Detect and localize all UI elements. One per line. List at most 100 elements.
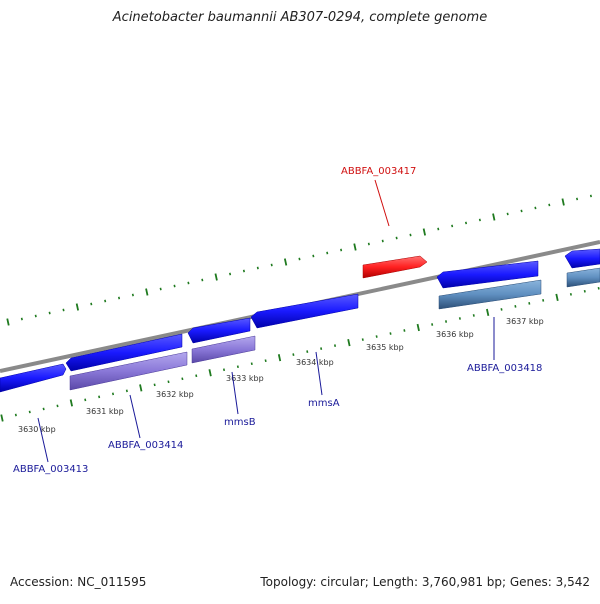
- minor-tick: [222, 368, 226, 372]
- minor-tick: [48, 311, 51, 315]
- scale-tick-label: 3630 kbp: [18, 425, 56, 434]
- scale-tick-label: 3631 kbp: [86, 407, 124, 416]
- major-tick: [486, 308, 490, 317]
- minor-tick: [326, 251, 329, 255]
- major-tick: [69, 399, 74, 407]
- minor-tick: [520, 209, 523, 213]
- minor-tick: [90, 302, 93, 306]
- minor-tick: [264, 359, 267, 363]
- minor-tick: [472, 314, 475, 317]
- gene-arrow[interactable]: [436, 260, 539, 289]
- minor-tick: [320, 347, 323, 350]
- forward-strand-genes: [0, 248, 600, 393]
- major-tick: [208, 369, 212, 377]
- minor-tick: [403, 329, 406, 332]
- major-tick: [6, 318, 10, 326]
- minor-tick: [117, 296, 121, 300]
- minor-tick: [62, 308, 65, 312]
- minor-tick: [361, 338, 364, 341]
- gene-label-leaders: [37, 179, 495, 463]
- leader-line: [129, 394, 141, 439]
- gene-arrow[interactable]: [65, 333, 183, 372]
- minor-tick: [250, 362, 253, 366]
- gene-bar[interactable]: [191, 335, 256, 364]
- minor-tick: [201, 278, 204, 282]
- minor-tick: [458, 317, 461, 320]
- minor-tick: [437, 227, 440, 231]
- gene-arrow[interactable]: [0, 363, 67, 393]
- scale-tick-label: 3635 kbp: [366, 343, 404, 352]
- minor-tick: [167, 380, 170, 384]
- minor-tick: [548, 203, 551, 207]
- leader-line: [315, 351, 323, 396]
- minor-tick: [395, 236, 398, 240]
- upper-tick-ruler: [6, 194, 592, 326]
- minor-tick: [236, 365, 239, 369]
- gene-arrow[interactable]: [250, 293, 359, 329]
- minor-tick: [478, 218, 481, 222]
- minor-tick: [500, 308, 503, 311]
- minor-tick: [298, 257, 301, 261]
- minor-tick: [125, 389, 128, 393]
- minor-tick: [34, 314, 37, 318]
- minor-tick: [444, 320, 448, 323]
- minor-tick: [111, 392, 115, 396]
- major-tick: [145, 288, 149, 296]
- genome-title: Acinetobacter baumannii AB307-0294, comp…: [112, 10, 488, 25]
- scale-labels: 3630 kbp 3631 kbp 3632 kbp 3633 kbp 3634…: [18, 317, 544, 434]
- minor-tick: [104, 299, 107, 303]
- minor-tick: [381, 239, 384, 243]
- scale-tick-label: 3633 kbp: [226, 374, 264, 383]
- gene-label[interactable]: ABBFA_003418: [467, 363, 542, 374]
- scale-tick-label: 3636 kbp: [436, 330, 474, 339]
- gene-label[interactable]: ABBFA_003413: [13, 464, 88, 475]
- major-tick: [561, 198, 565, 206]
- gene-arrow[interactable]: [564, 248, 600, 269]
- minor-tick: [131, 293, 134, 297]
- gene-bar[interactable]: [69, 351, 188, 391]
- minor-tick: [84, 398, 87, 402]
- major-tick: [416, 323, 420, 332]
- minor-tick: [542, 299, 545, 302]
- gene-label[interactable]: mmsA: [308, 398, 340, 409]
- gene-label[interactable]: mmsB: [224, 417, 256, 428]
- genome-summary-text: Topology: circular; Length: 3,760,981 bp…: [260, 575, 590, 589]
- gene-bar[interactable]: [438, 279, 542, 310]
- major-tick: [555, 293, 559, 301]
- gene-arrow[interactable]: [187, 317, 251, 344]
- minor-tick: [534, 206, 537, 210]
- gene-label[interactable]: ABBFA_003414: [108, 440, 183, 451]
- major-tick: [139, 384, 143, 392]
- major-tick: [422, 228, 426, 236]
- gene-bar[interactable]: [566, 267, 600, 288]
- lower-tick-ruler: [0, 286, 600, 422]
- leader-line: [37, 417, 49, 463]
- gene-label-highlighted[interactable]: ABBFA_003417: [341, 166, 416, 177]
- major-tick: [0, 414, 4, 422]
- minor-tick: [375, 335, 378, 338]
- scale-tick-label: 3632 kbp: [156, 390, 194, 399]
- minor-tick: [256, 266, 259, 270]
- minor-tick: [242, 269, 245, 273]
- minor-tick: [528, 302, 531, 305]
- minor-tick: [576, 197, 579, 201]
- minor-tick: [56, 404, 59, 408]
- major-tick: [277, 354, 282, 362]
- minor-tick: [389, 332, 392, 335]
- minor-tick: [229, 272, 232, 276]
- highlighted-gene-arrow[interactable]: [362, 255, 428, 279]
- minor-tick: [195, 374, 198, 378]
- minor-tick: [367, 242, 370, 246]
- major-tick: [347, 338, 351, 347]
- minor-tick: [583, 289, 586, 293]
- leader-line: [231, 371, 239, 415]
- minor-tick: [292, 353, 295, 356]
- major-tick: [75, 303, 80, 311]
- minor-tick: [569, 292, 572, 296]
- minor-tick: [514, 305, 517, 308]
- minor-tick: [333, 344, 337, 347]
- minor-tick: [431, 323, 434, 326]
- minor-tick: [20, 317, 23, 321]
